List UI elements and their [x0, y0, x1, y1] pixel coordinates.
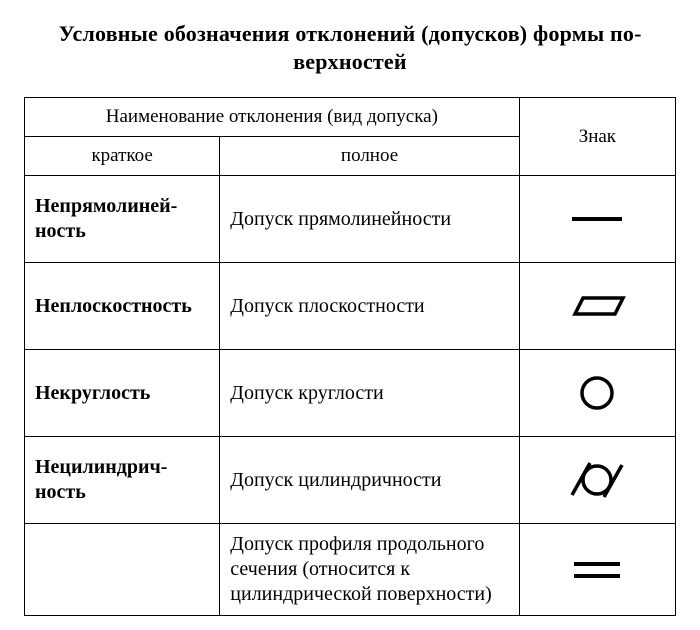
table-row: Нецилиндрич­ность Допуск цилиндрич­ности — [25, 437, 676, 524]
profile-longitudinal-icon — [562, 550, 632, 590]
header-full: полное — [220, 137, 519, 176]
flatness-icon — [557, 288, 637, 324]
cell-sign — [519, 176, 675, 263]
cell-sign — [519, 524, 675, 616]
table-row: Некруглость Допуск круглости — [25, 350, 676, 437]
cell-full: Допуск цилиндрич­ности — [220, 437, 519, 524]
cell-full: Допуск плоскостности — [220, 263, 519, 350]
roundness-icon — [572, 368, 622, 418]
cell-short: Некруглость — [25, 350, 220, 437]
cell-short: Нецилиндрич­ность — [25, 437, 220, 524]
table-row: Непрямолиней­ность Допуск прямолиней­нос… — [25, 176, 676, 263]
page-title: Условные обозначения отклонений (допуско… — [34, 20, 666, 75]
table-row: Допуск профиля про­дольного сечения (от­… — [25, 524, 676, 616]
table-row: Неплоскостность Допуск плоскостности — [25, 263, 676, 350]
header-group: Наименование отклонения (вид допуска) — [25, 98, 520, 137]
cell-short: Непрямолиней­ность — [25, 176, 220, 263]
cell-short — [25, 524, 220, 616]
header-short: краткое — [25, 137, 220, 176]
header-sign: Знак — [519, 98, 675, 176]
cell-short: Неплоскостность — [25, 263, 220, 350]
straightness-icon — [562, 204, 632, 234]
cell-full: Допуск прямолиней­ности — [220, 176, 519, 263]
cylindricity-icon — [562, 457, 632, 503]
cell-sign — [519, 263, 675, 350]
tolerance-table: Наименование отклонения (вид допуска) Зн… — [24, 97, 676, 616]
cell-sign — [519, 437, 675, 524]
cell-full: Допуск профиля про­дольного сечения (от­… — [220, 524, 519, 616]
cell-full: Допуск круглости — [220, 350, 519, 437]
cell-sign — [519, 350, 675, 437]
